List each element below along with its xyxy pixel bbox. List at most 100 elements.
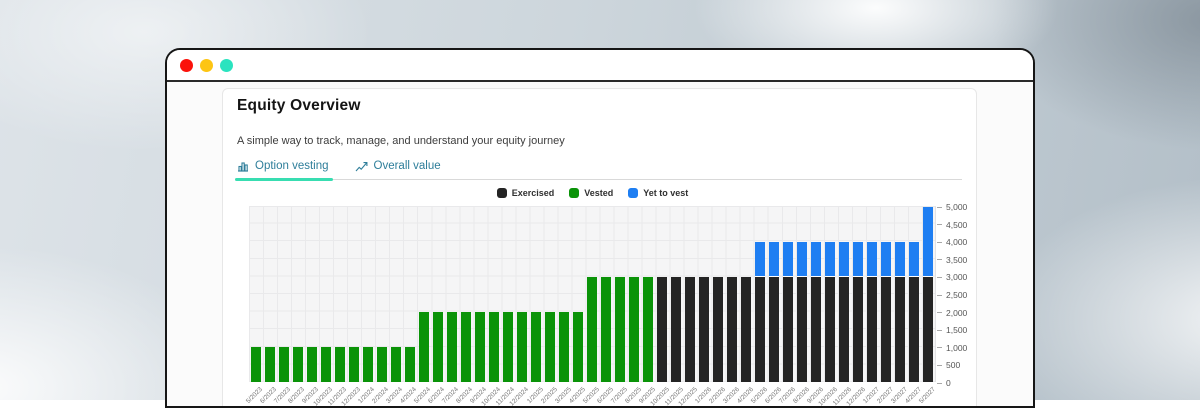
tab-overall-value[interactable]: Overall value [355, 160, 441, 179]
bar-column[interactable] [655, 207, 669, 382]
bar-column[interactable] [809, 207, 823, 382]
traffic-lights [180, 59, 233, 72]
legend-item-yet-to-vest[interactable]: Yet to vest [628, 188, 688, 198]
bar-column[interactable] [361, 207, 375, 382]
bar-column[interactable] [291, 207, 305, 382]
bar-segment-yet-to-vest [811, 242, 822, 277]
bar-segment-vested [601, 277, 612, 382]
bar-segment-exercised [741, 277, 752, 382]
legend-item-vested[interactable]: Vested [569, 188, 613, 198]
bar-column[interactable] [417, 207, 431, 382]
bar-column[interactable] [403, 207, 417, 382]
bar-segment-vested [573, 312, 584, 382]
bar-column[interactable] [529, 207, 543, 382]
bar-column[interactable] [305, 207, 319, 382]
bar-segment-vested [503, 312, 514, 382]
bar-segment-vested [615, 277, 626, 382]
bar-column[interactable] [459, 207, 473, 382]
bar-segment-vested [587, 277, 598, 382]
bar-column[interactable] [753, 207, 767, 382]
bar-column[interactable] [627, 207, 641, 382]
bar-column[interactable] [333, 207, 347, 382]
bar-column[interactable] [893, 207, 907, 382]
bar-column[interactable] [557, 207, 571, 382]
window-titlebar [167, 50, 1033, 82]
bar-column[interactable] [487, 207, 501, 382]
bar-column[interactable] [501, 207, 515, 382]
bar-column[interactable] [879, 207, 893, 382]
bar-segment-vested [643, 277, 654, 382]
y-tick-label: 500 [946, 360, 960, 370]
bar-column[interactable] [599, 207, 613, 382]
bar-segment-vested [531, 312, 542, 382]
bar-column[interactable] [711, 207, 725, 382]
bar-column[interactable] [795, 207, 809, 382]
bar-column[interactable] [865, 207, 879, 382]
bar-column[interactable] [473, 207, 487, 382]
bar-column[interactable] [613, 207, 627, 382]
bar-column[interactable] [347, 207, 361, 382]
close-button[interactable] [180, 59, 193, 72]
bar-column[interactable] [375, 207, 389, 382]
bar-column[interactable] [767, 207, 781, 382]
bar-column[interactable] [683, 207, 697, 382]
bar-segment-exercised [797, 277, 808, 382]
bar-segment-vested [447, 312, 458, 382]
tab-option-vesting[interactable]: Option vesting [237, 160, 329, 179]
bar-segment-yet-to-vest [923, 207, 934, 277]
bar-column[interactable] [389, 207, 403, 382]
y-tick-label: 1,500 [946, 325, 967, 335]
bar-segment-vested [405, 347, 416, 382]
bar-column[interactable] [697, 207, 711, 382]
y-tick-label: 3,500 [946, 255, 967, 265]
y-tick-label: 3,000 [946, 272, 967, 282]
browser-window: Equity Overview A simple way to track, m… [165, 48, 1035, 408]
legend-marker [497, 188, 507, 198]
bar-column[interactable] [725, 207, 739, 382]
bar-segment-yet-to-vest [797, 242, 808, 277]
bar-segment-vested [349, 347, 360, 382]
bar-column[interactable] [585, 207, 599, 382]
bar-column[interactable] [669, 207, 683, 382]
bar-column[interactable] [431, 207, 445, 382]
bar-segment-vested [377, 347, 388, 382]
bar-segment-vested [433, 312, 444, 382]
bar-segment-exercised [853, 277, 864, 382]
bar-segment-yet-to-vest [881, 242, 892, 277]
bar-segment-exercised [755, 277, 766, 382]
bar-segment-vested [545, 312, 556, 382]
bar-segment-exercised [783, 277, 794, 382]
bar-segment-vested [335, 347, 346, 382]
y-tick-label: 1,000 [946, 343, 967, 353]
bar-column[interactable] [837, 207, 851, 382]
legend-item-exercised[interactable]: Exercised [497, 188, 555, 198]
bar-column[interactable] [515, 207, 529, 382]
bar-segment-yet-to-vest [783, 242, 794, 277]
y-tick-label: 4,000 [946, 237, 967, 247]
bar-column[interactable] [263, 207, 277, 382]
zoom-button[interactable] [220, 59, 233, 72]
bar-column[interactable] [921, 207, 935, 382]
bar-column[interactable] [571, 207, 585, 382]
bar-segment-vested [321, 347, 332, 382]
bar-column[interactable] [543, 207, 557, 382]
bar-segment-exercised [713, 277, 724, 382]
bar-column[interactable] [445, 207, 459, 382]
y-tick-mark [937, 207, 942, 208]
bar-column[interactable] [641, 207, 655, 382]
bar-segment-yet-to-vest [825, 242, 836, 277]
bar-column[interactable] [823, 207, 837, 382]
bar-segment-vested [559, 312, 570, 382]
y-tick-mark [937, 312, 942, 313]
bar-column[interactable] [739, 207, 753, 382]
bar-column[interactable] [319, 207, 333, 382]
bar-column[interactable] [277, 207, 291, 382]
bar-column[interactable] [907, 207, 921, 382]
bar-column[interactable] [249, 207, 263, 382]
bar-segment-vested [489, 312, 500, 382]
minimize-button[interactable] [200, 59, 213, 72]
y-tick-label: 2,500 [946, 290, 967, 300]
bar-column[interactable] [781, 207, 795, 382]
y-tick-label: 0 [946, 378, 951, 388]
bar-column[interactable] [851, 207, 865, 382]
